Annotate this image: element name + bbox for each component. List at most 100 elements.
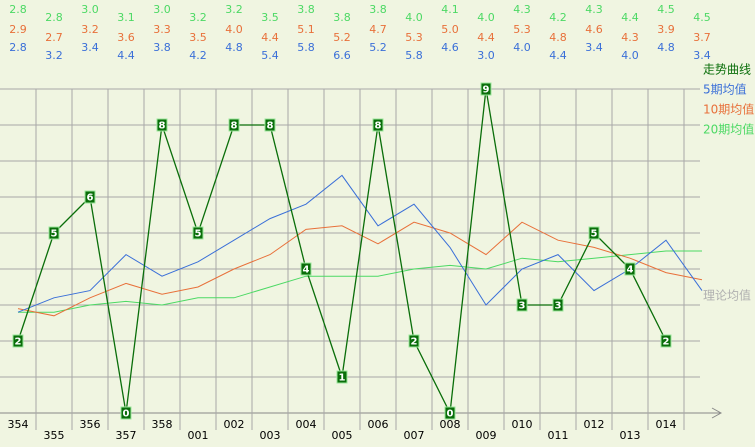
marker <box>552 298 564 312</box>
x-tick-label: 012 <box>584 418 605 431</box>
value-label: 3.4 <box>693 49 711 62</box>
value-label: 2.8 <box>9 3 27 16</box>
value-label: 3.1 <box>117 11 135 24</box>
marker <box>156 118 168 132</box>
x-tick-label: 002 <box>224 418 245 431</box>
value-label: 3.2 <box>189 11 207 24</box>
value-label: 2.8 <box>9 41 27 54</box>
marker-label: 1 <box>339 373 346 384</box>
x-tick-label: 010 <box>512 418 533 431</box>
value-label: 5.2 <box>369 41 387 54</box>
value-label: 4.2 <box>189 49 207 62</box>
x-tick-label: 354 <box>8 418 29 431</box>
value-label: 4.4 <box>621 11 639 24</box>
x-tick-label: 013 <box>620 429 641 442</box>
marker-label: 5 <box>591 229 598 240</box>
value-label: 3.9 <box>657 23 675 36</box>
marker <box>84 190 96 204</box>
x-tick-label: 001 <box>188 429 209 442</box>
value-label: 6.6 <box>333 49 351 62</box>
value-label: 3.7 <box>693 31 711 44</box>
legend-label: 5期均值 <box>703 82 747 97</box>
marker <box>336 370 348 384</box>
value-label: 4.0 <box>513 41 531 54</box>
value-label: 3.0 <box>81 3 99 16</box>
value-label: 4.1 <box>441 3 459 16</box>
value-label: 2.8 <box>45 11 63 24</box>
marker-label: 5 <box>195 229 202 240</box>
value-label: 5.1 <box>297 23 315 36</box>
value-label: 2.9 <box>9 23 27 36</box>
value-label: 3.5 <box>189 31 207 44</box>
x-tick-label: 356 <box>80 418 101 431</box>
value-label: 5.3 <box>405 31 423 44</box>
x-tick-label: 003 <box>260 429 281 442</box>
value-label: 4.0 <box>621 49 639 62</box>
marker <box>588 226 600 240</box>
x-tick-label: 014 <box>656 418 677 431</box>
value-label: 4.5 <box>693 11 711 24</box>
value-label: 4.3 <box>513 3 531 16</box>
value-label: 5.8 <box>297 41 315 54</box>
value-label: 3.2 <box>81 23 99 36</box>
marker <box>516 298 528 312</box>
value-label: 4.8 <box>657 41 675 54</box>
x-tick-label: 007 <box>404 429 425 442</box>
series-line <box>18 250 702 313</box>
value-label: 3.0 <box>477 49 495 62</box>
marker-label: 0 <box>123 409 130 420</box>
value-label: 3.0 <box>153 3 171 16</box>
marker-label: 4 <box>627 265 634 276</box>
value-label: 4.4 <box>549 49 567 62</box>
value-label: 5.0 <box>441 23 459 36</box>
value-label: 3.8 <box>153 41 171 54</box>
marker-label: 3 <box>555 301 562 312</box>
marker <box>12 334 24 348</box>
marker-label: 2 <box>663 337 670 348</box>
legend-label: 10期均值 <box>703 102 754 117</box>
marker <box>264 118 276 132</box>
x-tick-label: 005 <box>332 429 353 442</box>
x-tick-label: 011 <box>548 429 569 442</box>
marker-label: 3 <box>519 301 526 312</box>
marker-label: 2 <box>411 337 418 348</box>
value-label: 4.8 <box>225 41 243 54</box>
value-label: 2.7 <box>45 31 63 44</box>
annotation: 理论均值 <box>703 288 751 303</box>
value-label: 3.8 <box>369 3 387 16</box>
value-label: 4.4 <box>117 49 135 62</box>
value-label: 4.3 <box>585 3 603 16</box>
marker <box>192 226 204 240</box>
marker-label: 5 <box>51 229 58 240</box>
value-label: 3.5 <box>261 11 279 24</box>
x-tick-label: 006 <box>368 418 389 431</box>
series-line <box>17 174 703 313</box>
marker <box>444 406 456 420</box>
marker <box>228 118 240 132</box>
value-label: 4.6 <box>441 41 459 54</box>
value-label: 3.2 <box>45 49 63 62</box>
legend-label: 20期均值 <box>703 122 754 137</box>
value-label: 4.0 <box>477 11 495 24</box>
value-label: 5.2 <box>333 31 351 44</box>
value-label: 3.3 <box>153 23 171 36</box>
marker-label: 8 <box>231 121 238 132</box>
value-label: 3.2 <box>225 3 243 16</box>
value-label: 5.4 <box>261 49 279 62</box>
x-tick-label: 004 <box>296 418 317 431</box>
value-label: 4.3 <box>621 31 639 44</box>
value-label: 4.0 <box>405 11 423 24</box>
x-tick-label: 355 <box>44 429 65 442</box>
marker <box>372 118 384 132</box>
marker-label: 4 <box>303 265 310 276</box>
marker <box>660 334 672 348</box>
marker-label: 6 <box>87 193 94 204</box>
marker <box>48 226 60 240</box>
value-label: 4.7 <box>369 23 387 36</box>
value-label: 4.6 <box>585 23 603 36</box>
x-tick-label: 358 <box>152 418 173 431</box>
marker-label: 9 <box>483 85 490 96</box>
x-axis-arrow <box>711 407 723 419</box>
